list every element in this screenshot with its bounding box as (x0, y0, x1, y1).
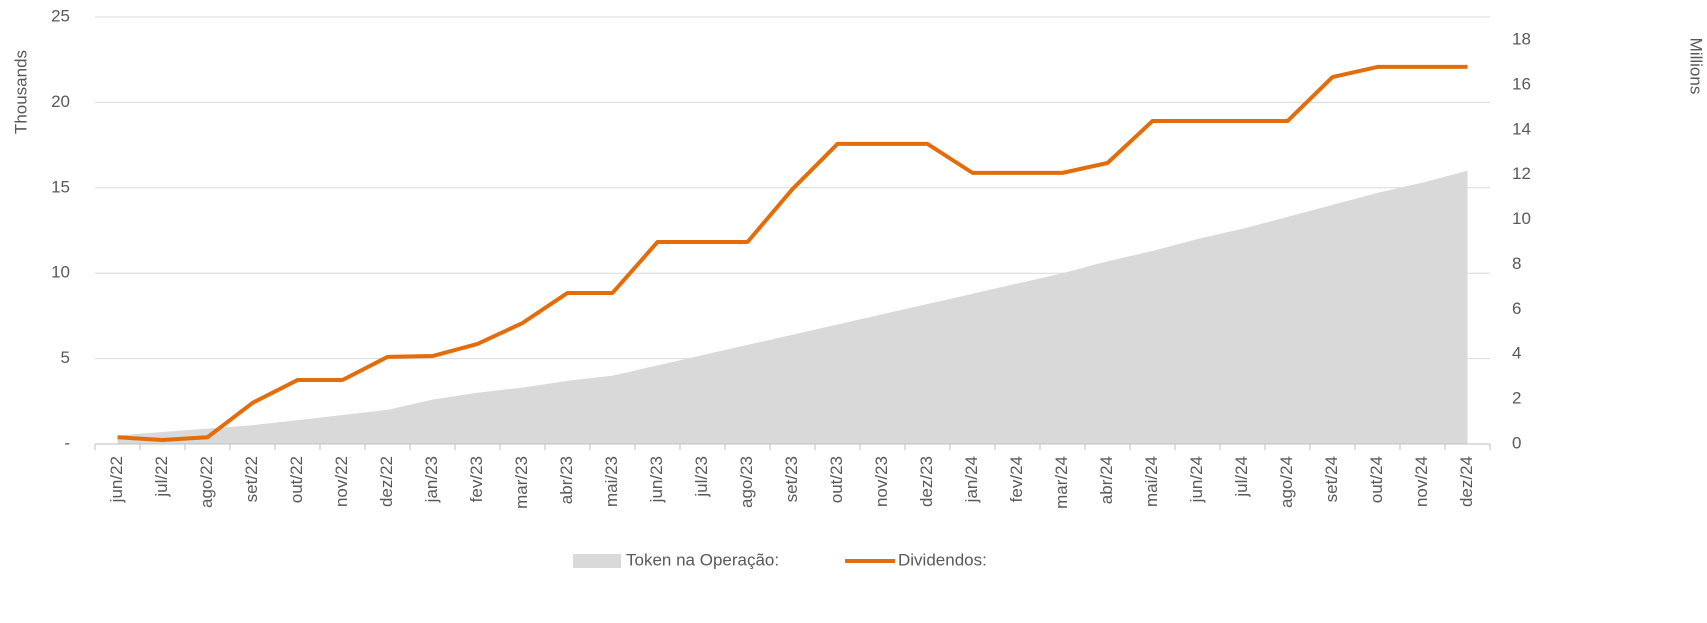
x-tick-label: jan/24 (962, 456, 981, 503)
x-tick-label: set/24 (1322, 456, 1341, 502)
line (117, 64, 1468, 442)
y-tick-label: 20 (51, 92, 70, 111)
x-tick-label: mai/24 (1142, 456, 1161, 507)
x-tick-label: mar/23 (512, 456, 531, 509)
x-tick-label: dez/24 (1457, 456, 1476, 507)
y2-tick-label: 8 (1512, 254, 1521, 273)
y-tick-label: 10 (51, 263, 70, 282)
y2-tick-label: 14 (1512, 119, 1531, 138)
x-tick-label: ago/24 (1277, 456, 1296, 508)
y2-tick-label: 10 (1512, 209, 1531, 228)
y2-tick-label: 0 (1512, 433, 1521, 452)
x-tick-label: ago/23 (737, 456, 756, 508)
x-tick-label: fev/23 (467, 456, 486, 502)
y-tick-label: 25 (51, 6, 70, 25)
x-tick-label: nov/22 (332, 456, 351, 507)
x-tick-label: mai/23 (602, 456, 621, 507)
x-tick-label: jul/22 (152, 456, 171, 498)
y2-tick-label: 6 (1512, 299, 1521, 318)
y2-tick-label: 16 (1512, 74, 1531, 93)
y2-tick-label: 12 (1512, 164, 1531, 183)
y2-tick-label: 4 (1512, 344, 1521, 363)
x-tick-label: dez/23 (917, 456, 936, 507)
y-tick-label: - (64, 433, 70, 452)
x-tick-label: fev/24 (1007, 456, 1026, 502)
x-tick-label: jun/22 (107, 456, 126, 503)
x-tick-label: jun/23 (647, 456, 666, 503)
y-tick-label: 5 (61, 348, 70, 367)
legend-label: Token na Operação: (626, 550, 779, 569)
x-tick-label: jul/23 (692, 456, 711, 498)
x-tick-label: set/22 (242, 456, 261, 502)
x-tick-label: ago/22 (197, 456, 216, 508)
legend-label: Dividendos: (898, 550, 987, 569)
y2-tick-label: 18 (1512, 29, 1531, 48)
y-tick-label: 15 (51, 177, 70, 196)
legend-swatch (573, 554, 621, 568)
x-tick-label: mar/24 (1052, 456, 1071, 509)
area (117, 170, 1468, 444)
y2-tick-label: 2 (1512, 389, 1521, 408)
x-tick-label: out/22 (287, 456, 306, 503)
x-tick-label: jan/23 (422, 456, 441, 503)
x-tick-label: nov/24 (1412, 456, 1431, 507)
x-tick-label: abr/23 (557, 456, 576, 504)
x-tick-label: out/24 (1367, 456, 1386, 503)
y-axis-title: Thousands (11, 50, 30, 134)
x-tick-label: set/23 (782, 456, 801, 502)
x-tick-label: dez/22 (377, 456, 396, 507)
x-tick-label: out/23 (827, 456, 846, 503)
x-tick-label: nov/23 (872, 456, 891, 507)
x-tick-label: abr/24 (1097, 456, 1116, 504)
x-tick-label: jul/24 (1232, 456, 1251, 498)
x-tick-label: jun/24 (1187, 456, 1206, 503)
y2-axis-title: Millions (1687, 38, 1706, 95)
